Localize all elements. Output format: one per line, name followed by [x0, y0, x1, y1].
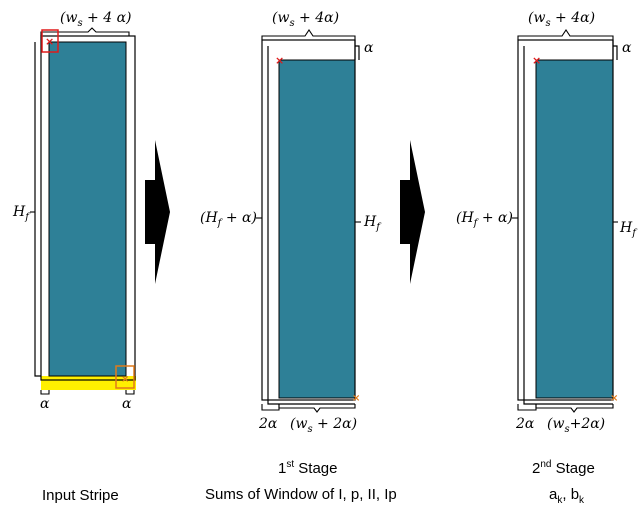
stage1-right-label: Hf	[363, 214, 382, 233]
stage2-right-label: Hf	[619, 220, 638, 239]
input-alpha-left: α	[40, 396, 50, 412]
input-stripe-inner-outline	[34, 42, 41, 377]
stage1-top-label: (ws + 4α)	[272, 10, 339, 29]
stage2-top-brace	[517, 29, 614, 40]
stage2-second-outline	[523, 46, 613, 405]
input-bottom-right-tick	[125, 390, 135, 395]
arrow-right-icon	[145, 140, 170, 284]
red-x-marker: ×	[45, 35, 54, 48]
stage2-bottom-left-label: 2α	[515, 416, 535, 432]
stage1-left-label: (Hf + α)	[200, 210, 257, 229]
arrow-right-icon-2	[400, 140, 425, 284]
stage2-caption-title: 2nd Stage	[532, 459, 595, 477]
input-top-label: (ws + 4 α)	[60, 10, 132, 29]
input-hf-label: Hf	[12, 204, 31, 223]
input-stripe-panel: (ws + 4 α) Hf × × α α Input Stripe	[12, 10, 136, 504]
stage1-bottom-left-label: 2α	[258, 416, 278, 432]
stage1-top-brace	[261, 29, 356, 40]
stage2-bottom-left-bracket	[517, 404, 537, 411]
input-stripe-fill	[48, 41, 127, 377]
stage1-red-x-marker: ×	[275, 54, 284, 67]
red-window-box	[41, 29, 59, 53]
orange-window-box	[115, 365, 135, 389]
stage2-left-label: (Hf + α)	[456, 210, 513, 229]
input-bottom-left-tick	[40, 390, 50, 395]
stage2-panel: α (ws + 4α) (Hf + α) Hf × × 2α (ws+2α) 2…	[456, 10, 638, 506]
stage2-bottom-brace	[535, 404, 614, 413]
stage1-caption-title: 1st Stage	[278, 459, 338, 477]
stage2-orange-x-marker: ×	[610, 393, 618, 404]
input-stripe-outer-outline	[40, 35, 136, 381]
stage2-top-label: (ws + 4α)	[528, 10, 595, 29]
stage2-bottom-label: (ws+2α)	[547, 416, 605, 435]
stage1-alpha-bracket	[354, 40, 360, 60]
orange-x-marker: ×	[121, 374, 129, 385]
stage1-second-outline	[267, 46, 355, 405]
input-top-brace	[40, 27, 130, 36]
stage1-alpha-label: α	[364, 40, 374, 56]
input-caption: Input Stripe	[42, 487, 119, 504]
stage1-orange-x-marker: ×	[352, 393, 360, 404]
stage2-alpha-bracket	[612, 40, 618, 60]
input-alpha-right: α	[122, 396, 132, 412]
stage1-bottom-brace	[278, 404, 356, 413]
stage1-caption-subtitle: Sums of Window of I, p, II, Ip	[205, 486, 397, 503]
stage2-caption-coefficients: ak, bk	[549, 486, 585, 506]
stage1-stripe-fill	[278, 59, 356, 399]
stage1-outer-outline	[261, 39, 356, 401]
stage1-panel: α (ws + 4α) (Hf + α) Hf × × 2α (ws + 2α)…	[200, 10, 397, 503]
stage1-bottom-label: (ws + 2α)	[290, 416, 357, 435]
stage2-stripe-fill	[535, 59, 614, 399]
stage2-outer-outline	[517, 39, 614, 401]
stage1-bottom-left-bracket	[261, 404, 280, 411]
stage2-red-x-marker: ×	[532, 54, 541, 67]
stage2-alpha-label: α	[622, 40, 632, 56]
